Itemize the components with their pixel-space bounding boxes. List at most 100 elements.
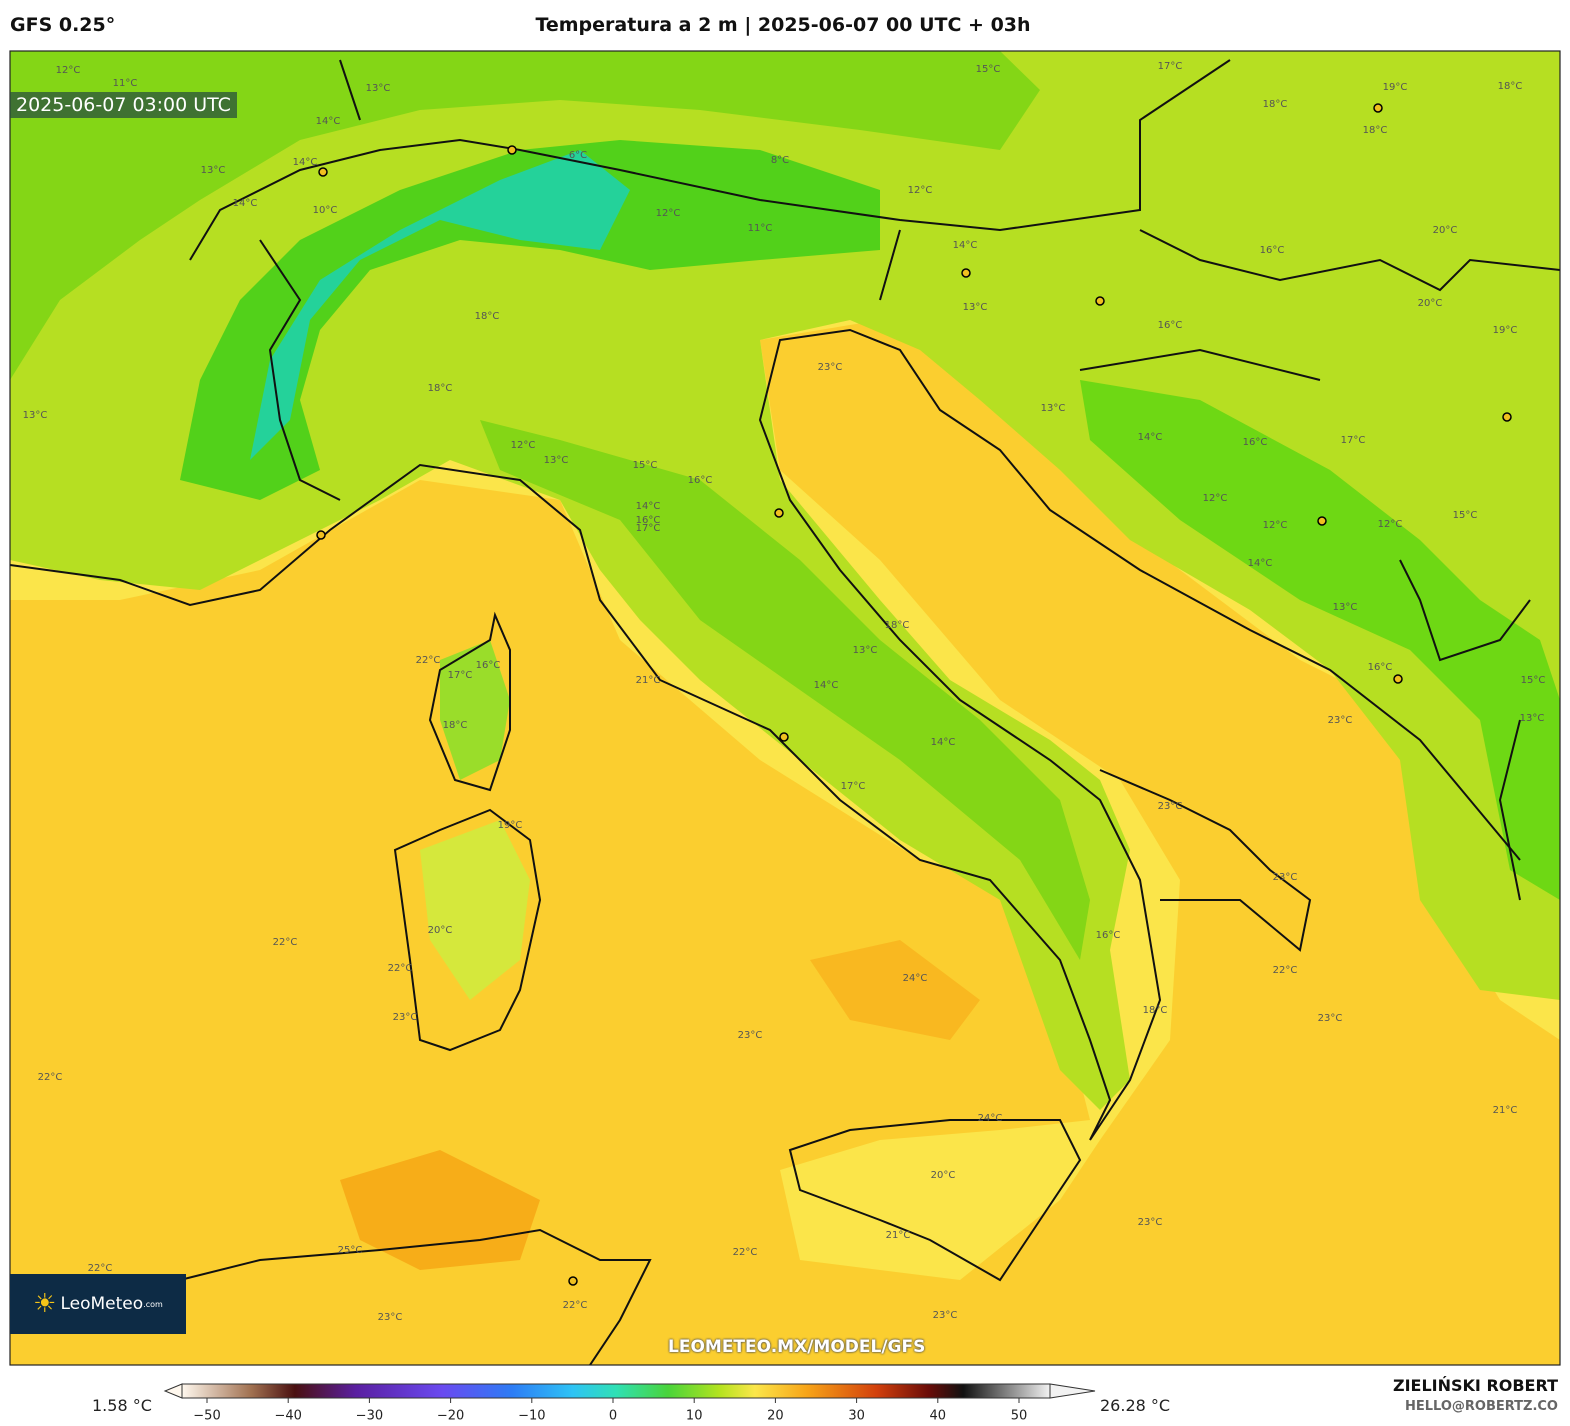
contour-label: 18°C xyxy=(475,311,500,322)
contour-label: 15°C xyxy=(1521,675,1546,686)
contour-label: 21°C xyxy=(636,675,661,686)
contour-labels: 23°C18°C18°C12°C13°C 15°C16°C14°C16°C17°C… xyxy=(23,61,1546,1323)
contour-label: 10°C xyxy=(313,205,338,216)
city-markers xyxy=(316,103,1512,1286)
cool-north-field xyxy=(10,51,1040,380)
watermark: LEOMETEO.MX/MODEL/GFS xyxy=(668,1337,926,1357)
contour-label: 6°C xyxy=(569,150,587,161)
contour-label: 14°C xyxy=(931,737,956,748)
contour-label: 13°C xyxy=(1333,602,1358,613)
contour-label: 13°C xyxy=(23,410,48,421)
contour-label: 17°C xyxy=(1158,61,1183,72)
colorbar-tick-label: −50 xyxy=(193,1409,220,1424)
contour-label: 20°C xyxy=(428,925,453,936)
contour-label: 17°C xyxy=(636,523,661,534)
contour-label: 16°C xyxy=(1243,437,1268,448)
contour-label: 13°C xyxy=(366,83,391,94)
contour-label: 18°C xyxy=(1363,125,1388,136)
contour-label: 14°C xyxy=(293,157,318,168)
balkans-field xyxy=(1080,380,1560,900)
contour-label: 14°C xyxy=(316,116,341,127)
contour-label: 22°C xyxy=(733,1247,758,1258)
contour-label: 18°C xyxy=(1498,81,1523,92)
contour-label: 16°C xyxy=(476,660,501,671)
contour-label: 14°C xyxy=(1138,432,1163,443)
contour-label: 14°C xyxy=(814,680,839,691)
alps-field xyxy=(180,140,880,500)
colorbar-extend-low xyxy=(163,1383,183,1399)
colorbar-tick-label: −30 xyxy=(356,1409,383,1424)
logo-name: LeoMeteo xyxy=(60,1294,144,1314)
contour-label: 22°C xyxy=(563,1300,588,1311)
contour-label: 22°C xyxy=(1273,965,1298,976)
contour-label: 18°C xyxy=(885,620,910,631)
map-title: Temperatura a 2 m | 2025-06-07 00 UTC + … xyxy=(535,14,1031,36)
alps-cold-field xyxy=(250,150,630,460)
contour-label: 19°C xyxy=(498,820,523,831)
contour-label: 17°C xyxy=(1341,435,1366,446)
contour-label: 12°C xyxy=(1263,520,1288,531)
contour-label: 23°C xyxy=(1138,1217,1163,1228)
contour-label: 23°C xyxy=(1328,715,1353,726)
contour-label: 24°C xyxy=(903,973,928,984)
map-fields: 23°C18°C18°C12°C13°C 15°C16°C14°C16°C17°C… xyxy=(10,51,1560,1365)
contour-label: 14°C xyxy=(636,501,661,512)
apennines-field xyxy=(480,420,1090,960)
contour-label: 12°C xyxy=(908,185,933,196)
contour-label: 15°C xyxy=(976,64,1001,75)
contour-label: 12°C xyxy=(656,208,681,219)
colorbar-min: 1.58 °C xyxy=(92,1396,152,1415)
logo-suffix: .com xyxy=(143,1299,163,1309)
contour-label: 23°C xyxy=(393,1012,418,1023)
contour-label: 21°C xyxy=(1493,1105,1518,1116)
colorbar-tick-label: 50 xyxy=(1011,1409,1028,1424)
contour-label: 23°C xyxy=(1158,801,1183,812)
contour-label: 18°C xyxy=(1143,1005,1168,1016)
contour-label: 13°C xyxy=(853,645,878,656)
contour-label: 23°C xyxy=(933,1310,958,1321)
contour-label: 18°C xyxy=(1263,99,1288,110)
contour-label: 20°C xyxy=(931,1170,956,1181)
contour-label: 20°C xyxy=(1418,298,1443,309)
contour-label: 18°C xyxy=(443,720,468,731)
contour-label: 12°C xyxy=(56,65,81,76)
logo: ☀ LeoMeteo .com xyxy=(10,1274,186,1334)
contour-label: 16°C xyxy=(1260,245,1285,256)
contour-label: 11°C xyxy=(113,78,138,89)
contour-label: 12°C xyxy=(1203,493,1228,504)
contour-label: 22°C xyxy=(273,937,298,948)
contour-label: 16°C xyxy=(636,515,661,526)
contour-label: 22°C xyxy=(88,1263,113,1274)
coastlines xyxy=(10,59,1560,1365)
contour-label: 8°C xyxy=(771,155,789,166)
contour-label: 12°C xyxy=(1378,519,1403,530)
contour-label: 24°C xyxy=(978,1113,1003,1124)
contour-label: 19°C xyxy=(1383,82,1408,93)
colorbar-tick-label: 20 xyxy=(767,1409,784,1424)
contour-label: 22°C xyxy=(38,1072,63,1083)
colorbar-tick-label: −40 xyxy=(274,1409,301,1424)
contour-label: 23°C xyxy=(378,1312,403,1323)
contour-label: 14°C xyxy=(233,198,258,209)
contour-label: 20°C xyxy=(1433,225,1458,236)
contour-label: 13°C xyxy=(544,455,569,466)
contour-label: 16°C xyxy=(1158,320,1183,331)
contour-label: 13°C xyxy=(1041,403,1066,414)
contour-label: 17°C xyxy=(841,781,866,792)
contour-label: 13°C xyxy=(1520,713,1545,724)
contour-label: 23°C xyxy=(818,362,843,373)
author-name: ZIELIŃSKI ROBERT xyxy=(1392,1376,1558,1395)
contour-label: 13°C xyxy=(963,302,988,313)
sardinia-field xyxy=(420,820,530,1000)
contour-label: 16°C xyxy=(1096,930,1121,941)
colorbar-tick-label: 0 xyxy=(609,1409,617,1424)
contour-label: 15°C xyxy=(633,460,658,471)
contour-label: 25°C xyxy=(338,1245,363,1256)
author-contact: HELLO@ROBERTZ.CO xyxy=(1404,1399,1558,1414)
contour-label: 23°C xyxy=(738,1030,763,1041)
contour-label: 19°C xyxy=(1493,325,1518,336)
colorbar-tick-label: 10 xyxy=(686,1409,703,1424)
contour-label: 13°C xyxy=(201,165,226,176)
valid-time: 2025-06-07 03:00 UTC xyxy=(10,92,237,118)
